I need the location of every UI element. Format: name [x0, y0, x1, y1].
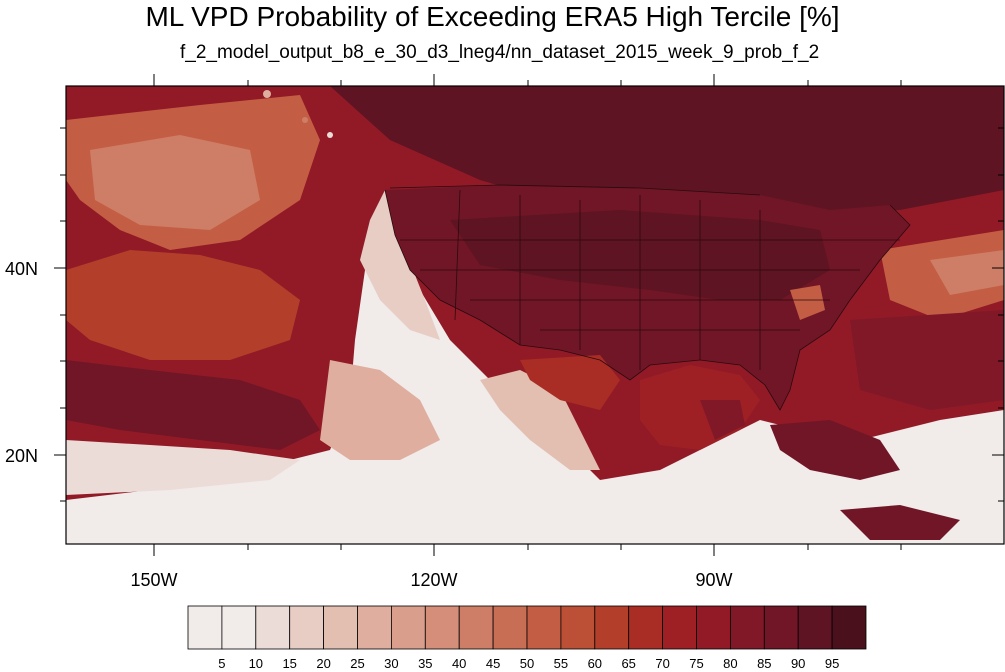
colorbar-swatch: [696, 605, 731, 650]
colorbar-label: 90: [791, 656, 805, 671]
colorbar-swatch: [526, 605, 562, 650]
colorbar-swatch: [492, 605, 528, 650]
colorbar-label: 60: [588, 656, 602, 671]
lat-label-20n: 20N: [5, 446, 38, 466]
colorbar-swatch: [323, 605, 358, 650]
colorbar-label: 80: [723, 656, 737, 671]
colorbar-label: 75: [689, 656, 703, 671]
colorbar-label: 5: [218, 656, 225, 671]
probability-field: [66, 86, 1004, 544]
colorbar-label: 30: [384, 656, 398, 671]
colorbar-label: 70: [655, 656, 669, 671]
map-subtitle: f_2_model_output_b8_e_30_d3_lneg4/nn_dat…: [180, 42, 820, 63]
colorbar-swatch: [187, 605, 223, 650]
map-title: ML VPD Probability of Exceeding ERA5 Hig…: [145, 1, 840, 32]
state-boundaries: [384, 184, 911, 411]
colorbar-swatch: [221, 605, 257, 650]
colorbar-swatch: [662, 605, 697, 650]
colorbar-swatch: [628, 605, 664, 650]
colorbar-swatch: [594, 605, 630, 650]
lon-label-90w: 90W: [695, 570, 732, 590]
colorbar-label: 35: [418, 656, 432, 671]
colorbar-swatch: [424, 605, 460, 650]
lat-label-40n: 40N: [5, 259, 38, 279]
lon-ticks: [153, 74, 902, 556]
colorbar-swatch: [357, 605, 392, 650]
colorbar: 5 10 15 20 25 30 35 40 45 50 55 60 65 70 75 80 85 90 95: [187, 605, 867, 671]
colorbar-label: 25: [350, 656, 364, 671]
colorbar-label: 15: [282, 656, 296, 671]
lat-ticks: [54, 127, 1004, 502]
colorbar-label: 50: [520, 656, 534, 671]
colorbar-swatch: [560, 605, 596, 650]
colorbar-label: 55: [554, 656, 568, 671]
colorbar-swatch: [289, 605, 325, 650]
colorbar-label: 10: [249, 656, 263, 671]
colorbar-swatch: [458, 605, 494, 650]
colorbar-swatch: [831, 605, 867, 650]
colorbar-label: 40: [452, 656, 466, 671]
colorbar-label: 20: [316, 656, 330, 671]
colorbar-swatch: [797, 605, 833, 650]
colorbar-label: 65: [621, 656, 635, 671]
colorbar-swatch: [390, 605, 426, 650]
colorbar-swatch: [730, 605, 765, 650]
colorbar-label: 85: [757, 656, 771, 671]
colorbar-swatch: [763, 605, 799, 650]
colorbar-swatch: [255, 605, 291, 650]
lon-label-150w: 150W: [130, 570, 177, 590]
lon-label-120w: 120W: [410, 570, 457, 590]
colorbar-label: 45: [486, 656, 500, 671]
colorbar-label: 95: [825, 656, 839, 671]
